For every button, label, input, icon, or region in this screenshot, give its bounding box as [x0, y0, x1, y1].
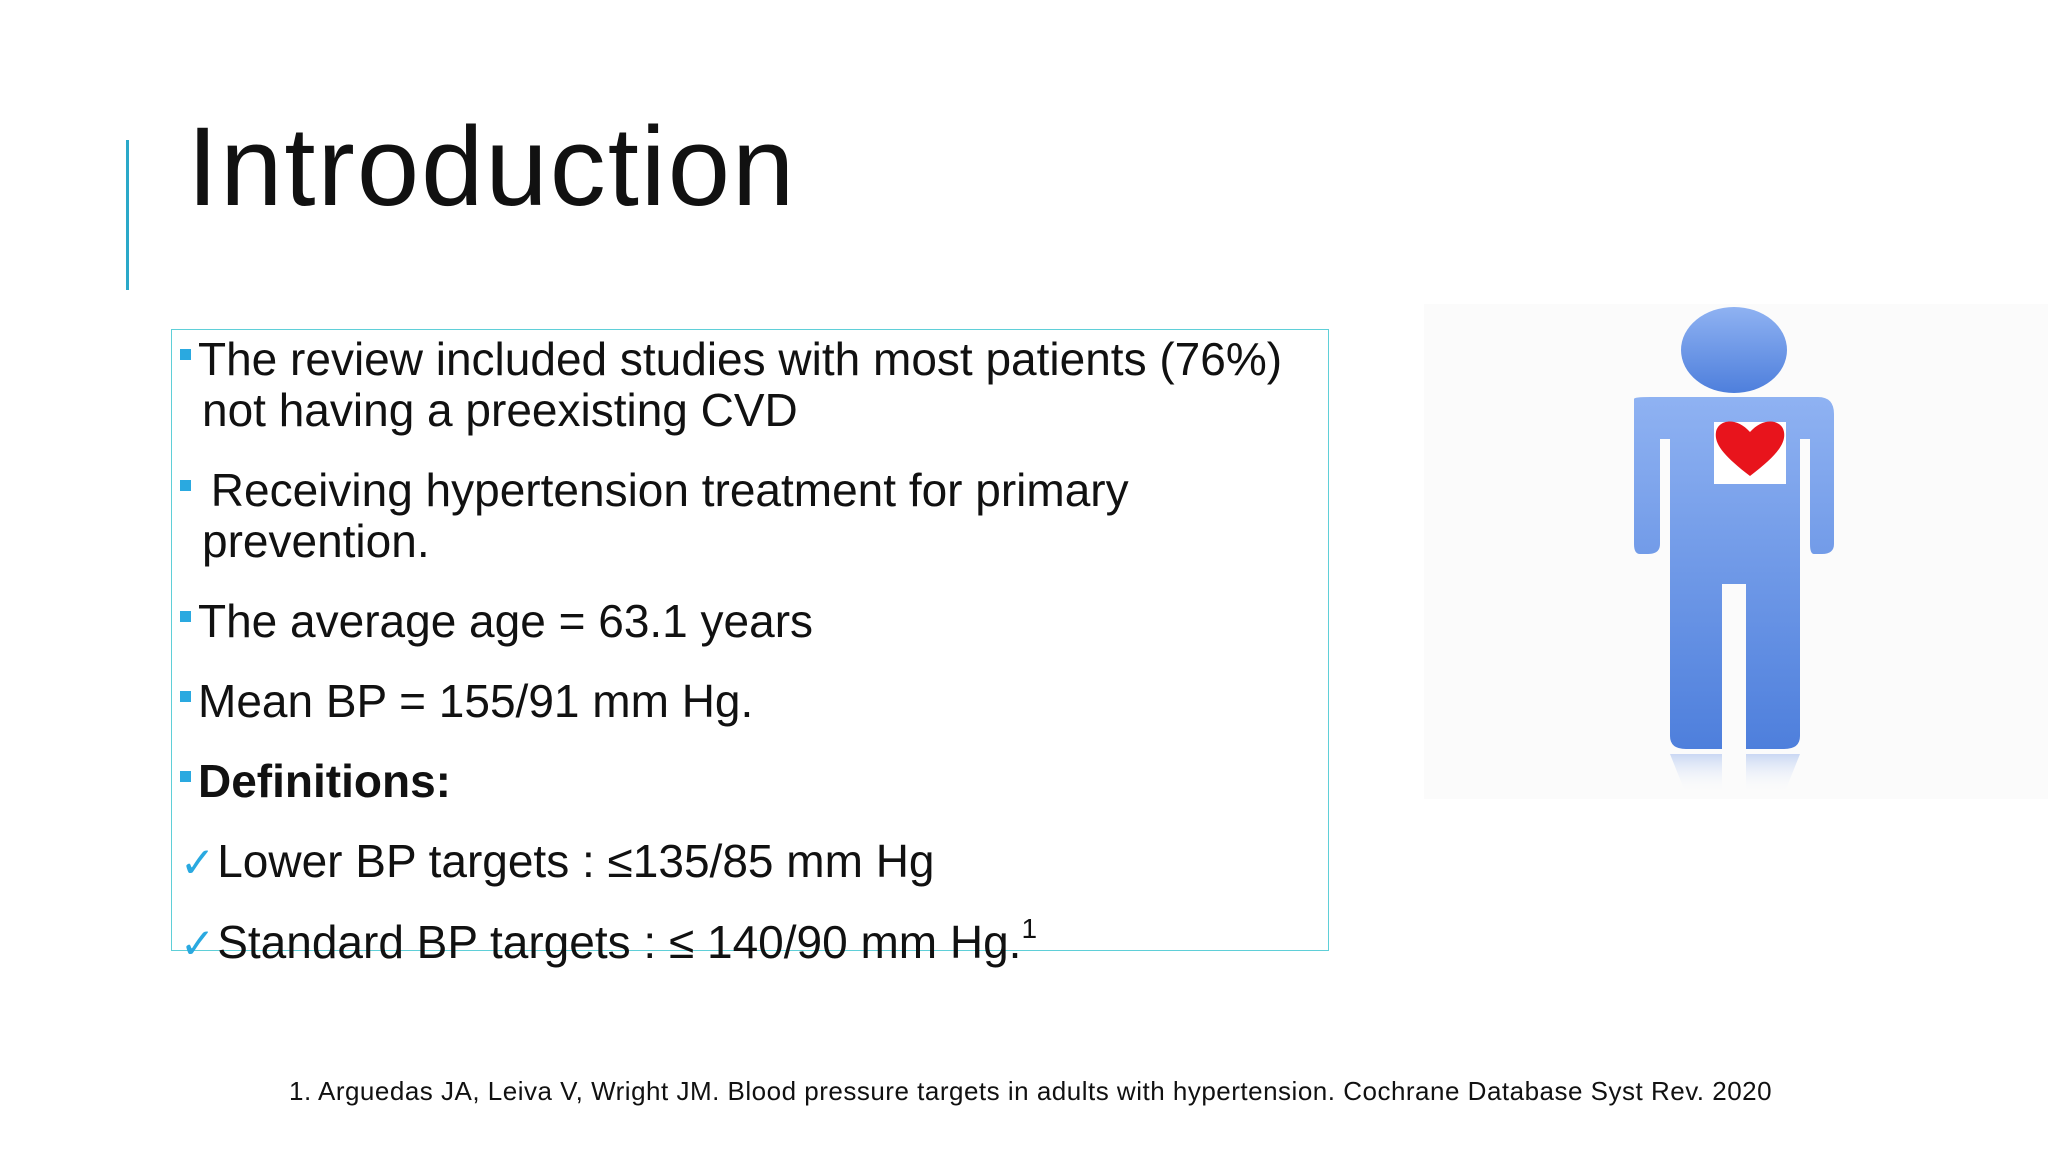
bullet-marker	[180, 349, 191, 361]
check-marker: ✓	[180, 920, 216, 967]
check-item: ✓Standard BP targets : ≤ 140/90 mm Hg.1	[180, 915, 1330, 969]
bullet: Definitions:	[180, 756, 1330, 807]
bullet-text: Mean BP = 155/91 mm Hg.	[198, 675, 754, 727]
content-box: The review included studies with most pa…	[171, 329, 1329, 968]
check-text: Lower BP targets : ≤135/85 mm Hg	[217, 835, 935, 887]
bullet: The average age = 63.1 years	[180, 596, 1330, 647]
bullet: Receiving hypertension treatment for pri…	[180, 465, 1330, 567]
bullet-marker	[180, 480, 191, 492]
accent-bar	[126, 140, 129, 290]
bullet-marker	[180, 611, 191, 623]
bullet: Mean BP = 155/91 mm Hg.	[180, 676, 1330, 727]
slide-title: Introduction	[187, 104, 797, 229]
check-item: ✓Lower BP targets : ≤135/85 mm Hg	[180, 836, 1330, 888]
bullet-marker	[180, 771, 191, 783]
bullet-text: The average age = 63.1 years	[198, 595, 814, 647]
bullet-text: The review included studies with most pa…	[198, 333, 1283, 436]
check-text: Standard BP targets : ≤ 140/90 mm Hg.	[217, 916, 1022, 968]
bullet-text: Receiving hypertension treatment for pri…	[198, 464, 1129, 567]
bullet: The review included studies with most pa…	[180, 334, 1330, 436]
check-marker: ✓	[180, 839, 216, 886]
reference-marker: 1	[1021, 913, 1038, 944]
bullet-marker	[180, 691, 191, 703]
bullet-text: Definitions:	[198, 755, 451, 807]
bullet-list: The review included studies with most pa…	[180, 334, 1330, 998]
footnote: 1. Arguedas JA, Leiva V, Wright JM. Bloo…	[289, 1076, 1773, 1106]
heart-figure	[1424, 304, 2048, 799]
